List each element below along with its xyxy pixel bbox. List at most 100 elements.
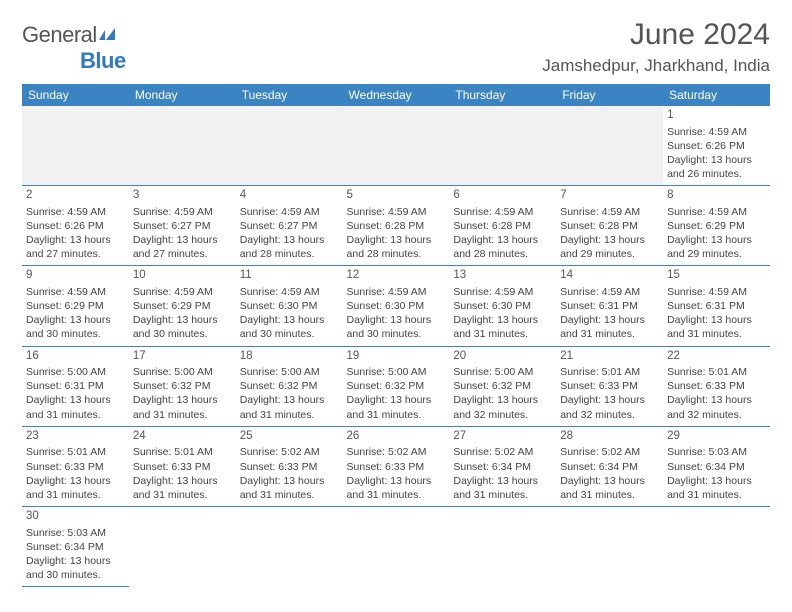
day-number: 28 — [560, 429, 659, 445]
daylight-text: Daylight: 13 hours and 30 minutes. — [133, 313, 232, 341]
sunset-text: Sunset: 6:33 PM — [347, 460, 446, 474]
calendar-cell: 22Sunrise: 5:01 AMSunset: 6:33 PMDayligh… — [663, 346, 770, 426]
day-number: 11 — [240, 268, 339, 284]
daylight-text: Daylight: 13 hours and 30 minutes. — [347, 313, 446, 341]
sunset-text: Sunset: 6:27 PM — [133, 219, 232, 233]
logo: GeneralBlue — [22, 22, 126, 74]
daylight-text: Daylight: 13 hours and 31 minutes. — [560, 313, 659, 341]
daylight-text: Daylight: 13 hours and 30 minutes. — [26, 554, 125, 582]
calendar-body: 1Sunrise: 4:59 AMSunset: 6:26 PMDaylight… — [22, 106, 770, 587]
day-number: 13 — [453, 268, 552, 284]
sunset-text: Sunset: 6:32 PM — [133, 379, 232, 393]
sunrise-text: Sunrise: 4:59 AM — [453, 205, 552, 219]
sunset-text: Sunset: 6:28 PM — [560, 219, 659, 233]
month-title: June 2024 — [542, 18, 770, 52]
calendar-cell: 14Sunrise: 4:59 AMSunset: 6:31 PMDayligh… — [556, 266, 663, 346]
day-number: 1 — [667, 108, 766, 124]
calendar-cell: 24Sunrise: 5:01 AMSunset: 6:33 PMDayligh… — [129, 426, 236, 506]
sunrise-text: Sunrise: 5:00 AM — [133, 365, 232, 379]
daylight-text: Daylight: 13 hours and 31 minutes. — [133, 393, 232, 421]
day-number: 21 — [560, 349, 659, 365]
calendar-cell: 29Sunrise: 5:03 AMSunset: 6:34 PMDayligh… — [663, 426, 770, 506]
sunrise-text: Sunrise: 4:59 AM — [133, 205, 232, 219]
calendar-row: 23Sunrise: 5:01 AMSunset: 6:33 PMDayligh… — [22, 426, 770, 506]
calendar-cell: 9Sunrise: 4:59 AMSunset: 6:29 PMDaylight… — [22, 266, 129, 346]
calendar-row: 2Sunrise: 4:59 AMSunset: 6:26 PMDaylight… — [22, 186, 770, 266]
calendar-cell: 19Sunrise: 5:00 AMSunset: 6:32 PMDayligh… — [343, 346, 450, 426]
daylight-text: Daylight: 13 hours and 29 minutes. — [667, 233, 766, 261]
sunset-text: Sunset: 6:30 PM — [453, 299, 552, 313]
daylight-text: Daylight: 13 hours and 31 minutes. — [240, 393, 339, 421]
sunrise-text: Sunrise: 4:59 AM — [667, 125, 766, 139]
day-number: 7 — [560, 188, 659, 204]
calendar-cell — [22, 106, 129, 186]
weekday-header: Saturday — [663, 84, 770, 106]
day-number: 14 — [560, 268, 659, 284]
sunset-text: Sunset: 6:34 PM — [453, 460, 552, 474]
calendar-cell: 15Sunrise: 4:59 AMSunset: 6:31 PMDayligh… — [663, 266, 770, 346]
logo-text: GeneralBlue — [22, 22, 126, 74]
sunrise-text: Sunrise: 4:59 AM — [560, 285, 659, 299]
day-number: 19 — [347, 349, 446, 365]
daylight-text: Daylight: 13 hours and 31 minutes. — [347, 393, 446, 421]
location: Jamshedpur, Jharkhand, India — [542, 56, 770, 76]
calendar-cell: 10Sunrise: 4:59 AMSunset: 6:29 PMDayligh… — [129, 266, 236, 346]
day-number: 18 — [240, 349, 339, 365]
calendar-cell: 27Sunrise: 5:02 AMSunset: 6:34 PMDayligh… — [449, 426, 556, 506]
calendar-cell: 12Sunrise: 4:59 AMSunset: 6:30 PMDayligh… — [343, 266, 450, 346]
weekday-header: Sunday — [22, 84, 129, 106]
flag-icon — [99, 22, 121, 47]
sunrise-text: Sunrise: 4:59 AM — [347, 205, 446, 219]
calendar-cell — [236, 507, 343, 587]
day-number: 20 — [453, 349, 552, 365]
daylight-text: Daylight: 13 hours and 31 minutes. — [26, 393, 125, 421]
calendar-cell: 26Sunrise: 5:02 AMSunset: 6:33 PMDayligh… — [343, 426, 450, 506]
sunrise-text: Sunrise: 5:02 AM — [240, 445, 339, 459]
header: GeneralBlue June 2024 Jamshedpur, Jharkh… — [22, 18, 770, 76]
day-number: 24 — [133, 429, 232, 445]
sunrise-text: Sunrise: 4:59 AM — [240, 205, 339, 219]
calendar-cell: 5Sunrise: 4:59 AMSunset: 6:28 PMDaylight… — [343, 186, 450, 266]
sunset-text: Sunset: 6:27 PM — [240, 219, 339, 233]
calendar-cell: 2Sunrise: 4:59 AMSunset: 6:26 PMDaylight… — [22, 186, 129, 266]
day-number: 15 — [667, 268, 766, 284]
weekday-header: Friday — [556, 84, 663, 106]
day-number: 2 — [26, 188, 125, 204]
sunset-text: Sunset: 6:33 PM — [240, 460, 339, 474]
sunset-text: Sunset: 6:29 PM — [26, 299, 125, 313]
sunset-text: Sunset: 6:29 PM — [667, 219, 766, 233]
day-number: 8 — [667, 188, 766, 204]
sunset-text: Sunset: 6:31 PM — [26, 379, 125, 393]
daylight-text: Daylight: 13 hours and 28 minutes. — [453, 233, 552, 261]
sunset-text: Sunset: 6:34 PM — [560, 460, 659, 474]
daylight-text: Daylight: 13 hours and 31 minutes. — [347, 474, 446, 502]
sunrise-text: Sunrise: 5:01 AM — [667, 365, 766, 379]
sunset-text: Sunset: 6:32 PM — [347, 379, 446, 393]
sunrise-text: Sunrise: 5:00 AM — [240, 365, 339, 379]
calendar-cell: 4Sunrise: 4:59 AMSunset: 6:27 PMDaylight… — [236, 186, 343, 266]
sunrise-text: Sunrise: 4:59 AM — [347, 285, 446, 299]
calendar-cell — [556, 507, 663, 587]
day-number: 22 — [667, 349, 766, 365]
sunrise-text: Sunrise: 4:59 AM — [453, 285, 552, 299]
calendar-cell: 8Sunrise: 4:59 AMSunset: 6:29 PMDaylight… — [663, 186, 770, 266]
sunrise-text: Sunrise: 5:01 AM — [26, 445, 125, 459]
weekday-header: Tuesday — [236, 84, 343, 106]
daylight-text: Daylight: 13 hours and 31 minutes. — [453, 313, 552, 341]
daylight-text: Daylight: 13 hours and 28 minutes. — [240, 233, 339, 261]
sunset-text: Sunset: 6:26 PM — [667, 139, 766, 153]
sunset-text: Sunset: 6:33 PM — [26, 460, 125, 474]
sunset-text: Sunset: 6:33 PM — [667, 379, 766, 393]
sunset-text: Sunset: 6:29 PM — [133, 299, 232, 313]
sunset-text: Sunset: 6:28 PM — [347, 219, 446, 233]
daylight-text: Daylight: 13 hours and 30 minutes. — [26, 313, 125, 341]
sunset-text: Sunset: 6:31 PM — [667, 299, 766, 313]
calendar-cell: 23Sunrise: 5:01 AMSunset: 6:33 PMDayligh… — [22, 426, 129, 506]
day-number: 5 — [347, 188, 446, 204]
calendar-cell — [556, 106, 663, 186]
calendar-cell: 30Sunrise: 5:03 AMSunset: 6:34 PMDayligh… — [22, 507, 129, 587]
sunrise-text: Sunrise: 4:59 AM — [240, 285, 339, 299]
calendar-cell — [129, 507, 236, 587]
sunrise-text: Sunrise: 5:01 AM — [133, 445, 232, 459]
daylight-text: Daylight: 13 hours and 27 minutes. — [133, 233, 232, 261]
